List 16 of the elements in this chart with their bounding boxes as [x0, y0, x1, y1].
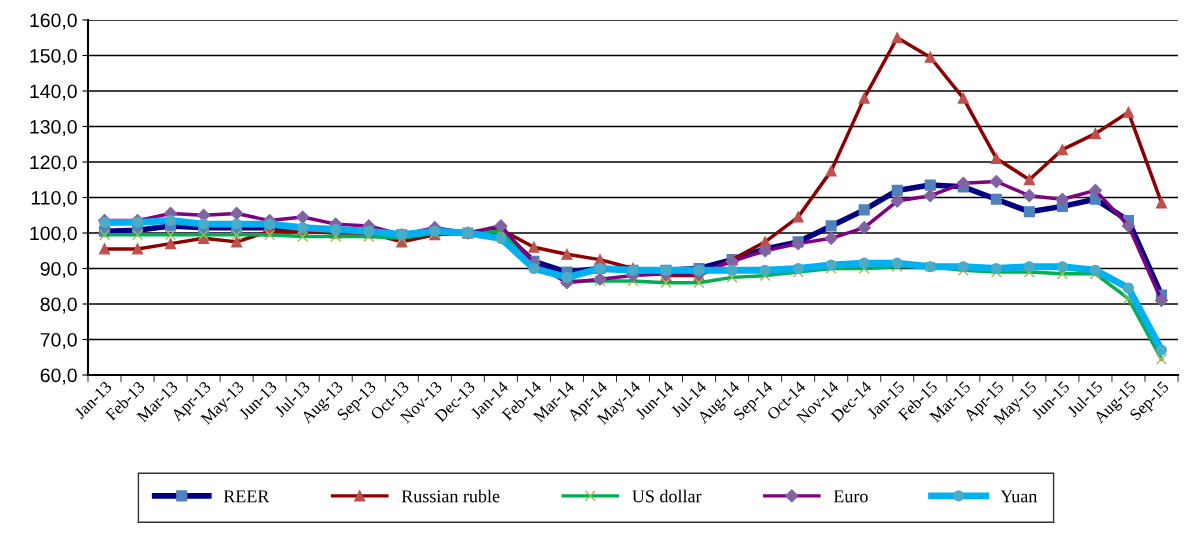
legend-label: US dollar — [632, 489, 702, 503]
y-tick-label: 140,0 — [30, 84, 77, 101]
legend-label: Euro — [833, 490, 868, 503]
y-tick-label: 110,0 — [31, 190, 77, 208]
y-tick-label: 70,0 — [40, 332, 77, 350]
y-tick-label: 130,0 — [30, 119, 77, 137]
y-tick-label: 150,0 — [30, 48, 77, 66]
y-tick-label: 80,0 — [40, 297, 77, 314]
y-tick-label: 120,0 — [30, 155, 77, 172]
y-tick-label: 160,0 — [30, 13, 77, 30]
y-tick-label: 90,0 — [40, 261, 77, 279]
legend-label: Yuan — [1000, 490, 1038, 503]
y-tick-label: 100,0 — [30, 226, 77, 243]
y-tick-label: 60,0 — [40, 368, 77, 385]
legend-label: REER — [223, 490, 270, 503]
legend-label: Russian ruble — [401, 489, 500, 503]
